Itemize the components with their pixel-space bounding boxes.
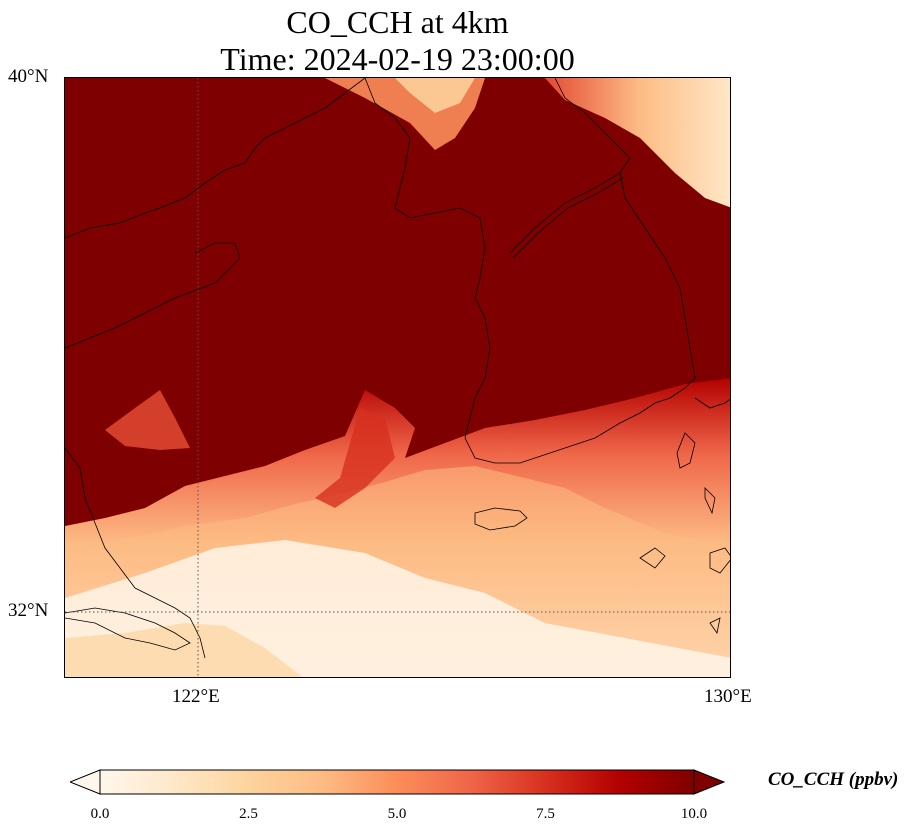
korea-east-coast — [554, 78, 696, 379]
colorbar-tick-label: 10.0 — [680, 806, 708, 822]
colorbar-tick-label: 7.5 — [536, 806, 555, 822]
map-canvas — [65, 78, 730, 677]
japan-kyushu — [676, 432, 696, 469]
korea-north-border — [509, 172, 621, 254]
ne-plume — [545, 78, 730, 208]
south-plume-band — [65, 623, 303, 677]
map-title: CO_CCH at 4km — [286, 4, 509, 40]
lon-tick-122e: 122°E — [172, 686, 220, 707]
china-coast — [65, 78, 366, 239]
colorbar-max-extend — [693, 769, 726, 795]
east-china-coast — [65, 447, 206, 659]
west-patch — [105, 390, 190, 450]
ryukyu-islands-3 — [709, 547, 730, 574]
colorbar-label: CO_CCH (ppbv) — [768, 769, 899, 790]
colorbar-svg — [68, 769, 726, 795]
map-subtitle-time: Time: 2024-02-19 23:00:00 — [220, 41, 575, 77]
colorbar-gradient — [99, 769, 695, 795]
yangtze-mouth — [65, 607, 191, 651]
coastlines — [65, 78, 730, 659]
ryukyu-islands-2 — [639, 547, 666, 569]
colorbar-tick-label: 2.5 — [239, 806, 258, 822]
colorbar-tick-label: 5.0 — [387, 806, 407, 822]
colorbar — [68, 768, 726, 798]
jeju-island — [474, 507, 528, 531]
gridlines — [65, 78, 730, 677]
colorbar-tick-label: 0.0 — [90, 806, 110, 822]
lat-tick-40n: 40°N — [8, 66, 49, 87]
korea-north-border-2 — [512, 177, 624, 259]
ryukyu-islands-1 — [704, 487, 716, 515]
ryukyu-islands-4 — [709, 617, 721, 634]
bohai-coast — [65, 242, 241, 349]
korea-west-coast — [364, 78, 536, 464]
colorbar-min-extend — [68, 769, 101, 795]
map-panel[interactable] — [64, 77, 731, 678]
lat-tick-32n: 32°N — [8, 600, 49, 621]
n-plume-light — [395, 78, 475, 113]
japan-coast — [694, 397, 730, 409]
center-patch — [315, 408, 395, 508]
lon-tick-130e: 130°E — [704, 686, 752, 707]
korea-south-coast — [534, 377, 696, 459]
